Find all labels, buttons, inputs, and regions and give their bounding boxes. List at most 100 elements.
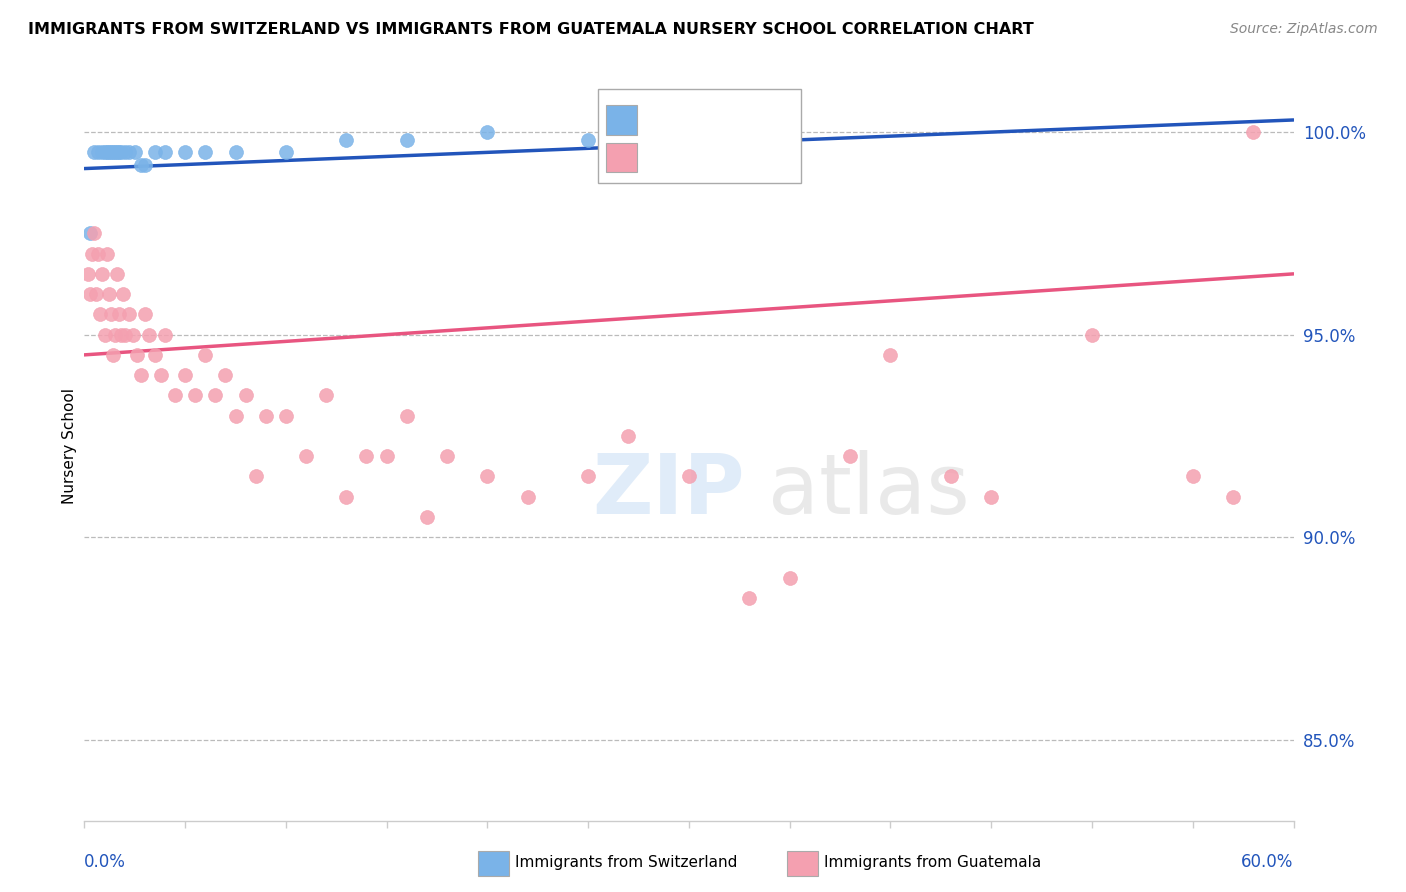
Point: [516, 490, 538, 504]
Point: [101, 145, 124, 160]
Point: [86, 287, 108, 301]
Point: [477, 125, 499, 139]
Point: [89, 307, 111, 321]
Text: R = 0.102: R = 0.102: [648, 134, 747, 152]
Point: [93, 145, 115, 160]
Text: N = 72: N = 72: [725, 134, 793, 152]
Point: [225, 409, 247, 423]
Point: [204, 388, 226, 402]
Point: [194, 348, 217, 362]
Point: [96, 145, 118, 160]
Text: Immigrants from Guatemala: Immigrants from Guatemala: [824, 855, 1042, 870]
Point: [97, 287, 120, 301]
Point: [477, 469, 499, 483]
Point: [174, 368, 197, 383]
Point: [105, 145, 128, 160]
Text: 0.0%: 0.0%: [84, 853, 127, 871]
Point: [134, 157, 156, 171]
Point: [91, 145, 114, 160]
Point: [1081, 327, 1104, 342]
Text: IMMIGRANTS FROM SWITZERLAND VS IMMIGRANTS FROM GUATEMALA NURSERY SCHOOL CORRELAT: IMMIGRANTS FROM SWITZERLAND VS IMMIGRANT…: [28, 22, 1033, 37]
Text: ZIP: ZIP: [592, 450, 745, 532]
Point: [110, 327, 132, 342]
Point: [129, 157, 152, 171]
Point: [111, 287, 134, 301]
Point: [274, 409, 297, 423]
Point: [105, 267, 128, 281]
Point: [416, 509, 439, 524]
Point: [143, 145, 166, 160]
Point: [738, 591, 761, 605]
Point: [235, 388, 257, 402]
Point: [118, 145, 141, 160]
Point: [87, 246, 110, 260]
Text: 60.0%: 60.0%: [1241, 853, 1294, 871]
Point: [576, 469, 599, 483]
Point: [214, 368, 236, 383]
Y-axis label: Nursery School: Nursery School: [62, 388, 77, 504]
Point: [436, 449, 458, 463]
Point: [315, 388, 337, 402]
Point: [576, 133, 599, 147]
Point: [114, 145, 136, 160]
Point: [77, 267, 100, 281]
Point: [107, 307, 129, 321]
Point: [153, 327, 176, 342]
Point: [254, 409, 277, 423]
Point: [879, 348, 901, 362]
Point: [678, 469, 700, 483]
Point: [96, 246, 118, 260]
Point: [143, 348, 166, 362]
Point: [335, 133, 357, 147]
Point: [83, 145, 105, 160]
Point: [1222, 490, 1244, 504]
Point: [395, 409, 418, 423]
Point: [617, 429, 640, 443]
Point: [225, 145, 247, 160]
Point: [375, 449, 398, 463]
Point: [395, 133, 418, 147]
Point: [980, 490, 1002, 504]
Point: [83, 227, 105, 241]
Point: [125, 348, 148, 362]
Text: N = 29: N = 29: [725, 101, 793, 119]
Point: [1181, 469, 1204, 483]
Point: [134, 307, 156, 321]
Point: [79, 287, 101, 301]
Point: [718, 125, 741, 139]
Point: [295, 449, 318, 463]
Point: [121, 327, 143, 342]
Text: Source: ZipAtlas.com: Source: ZipAtlas.com: [1230, 22, 1378, 37]
Text: atlas: atlas: [768, 450, 969, 532]
Point: [114, 327, 136, 342]
Point: [118, 307, 141, 321]
Point: [110, 145, 132, 160]
Point: [939, 469, 962, 483]
Text: Immigrants from Switzerland: Immigrants from Switzerland: [515, 855, 737, 870]
Point: [165, 388, 187, 402]
Point: [104, 327, 127, 342]
Point: [104, 145, 127, 160]
Point: [245, 469, 267, 483]
Point: [779, 571, 801, 585]
Point: [79, 227, 101, 241]
Point: [129, 368, 152, 383]
Point: [1241, 125, 1264, 139]
Point: [356, 449, 378, 463]
Point: [107, 145, 129, 160]
Text: R = 0.434: R = 0.434: [648, 101, 747, 119]
Point: [87, 145, 110, 160]
Point: [82, 246, 104, 260]
Point: [839, 449, 862, 463]
Point: [274, 145, 297, 160]
Point: [124, 145, 146, 160]
Point: [100, 145, 122, 160]
Point: [174, 145, 197, 160]
Point: [184, 388, 207, 402]
Point: [194, 145, 217, 160]
Point: [93, 327, 115, 342]
Point: [100, 307, 122, 321]
Point: [97, 145, 120, 160]
Point: [91, 267, 114, 281]
Point: [153, 145, 176, 160]
